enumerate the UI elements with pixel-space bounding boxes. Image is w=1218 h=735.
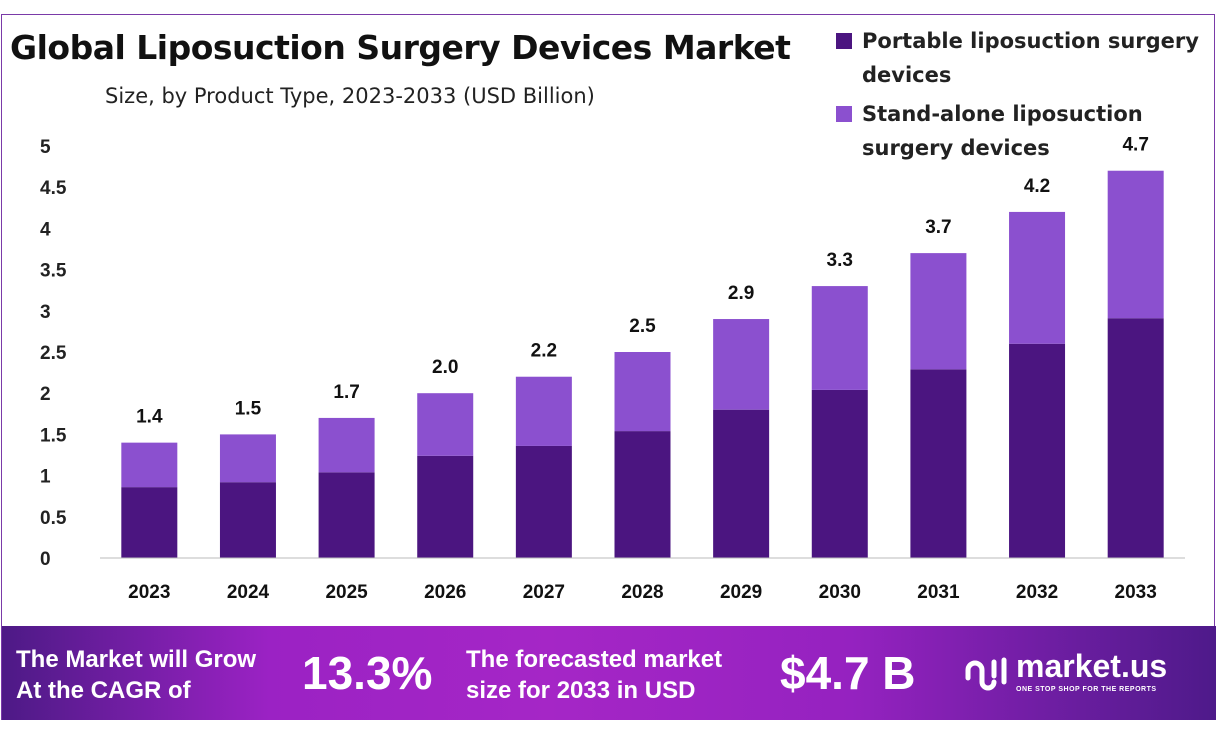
cagr-text-line: The Market will Grow [16, 646, 257, 673]
data-label: 2.5 [629, 316, 656, 337]
logo-name: market.us [1016, 648, 1168, 684]
y-tick-label: 2.5 [40, 343, 67, 364]
bar-segment-portable [811, 389, 868, 558]
chart-subtitle: Size, by Product Type, 2023-2033 (USD Bi… [105, 84, 595, 108]
data-label: 3.7 [925, 217, 951, 238]
logo-icon [965, 657, 1007, 691]
legend-item-standalone: Stand-alone liposuction surgery devices [836, 97, 1206, 165]
bar-segment-portable [713, 409, 770, 558]
y-tick-label: 1.5 [40, 425, 67, 446]
data-label: 4.7 [1122, 135, 1148, 156]
y-tick-label: 2 [40, 384, 51, 405]
forecast-text-line: size for 2033 in USD [466, 677, 696, 704]
bar-segment-standalone [811, 286, 868, 390]
x-tick-label: 2029 [720, 582, 762, 603]
y-tick-label: 3.5 [40, 261, 67, 282]
x-tick-label: 2026 [424, 582, 466, 603]
bar-segment-portable [910, 369, 967, 558]
forecast-text: The forecasted market size for 2033 in U… [466, 644, 722, 706]
y-tick-label: 5 [40, 137, 51, 158]
bar-segment-portable [318, 472, 375, 558]
data-label: 2.0 [432, 357, 458, 378]
y-tick-label: 0 [40, 549, 51, 570]
bar-segment-standalone [121, 442, 178, 488]
x-tick-label: 2030 [819, 582, 861, 603]
data-label: 1.7 [333, 382, 359, 403]
bar-segment-standalone [219, 434, 276, 483]
bar-segment-standalone [318, 417, 375, 473]
data-label: 3.3 [827, 250, 853, 271]
bar-segment-portable [515, 445, 572, 558]
y-tick-label: 4 [40, 219, 51, 240]
bar-segment-standalone [713, 319, 770, 410]
bar-segment-portable [1107, 318, 1164, 558]
y-tick-label: 1 [40, 467, 51, 488]
bar-segment-standalone [515, 376, 572, 446]
bar-segment-standalone [1107, 170, 1164, 319]
bar-segment-portable [121, 487, 178, 558]
x-tick-label: 2031 [917, 582, 960, 603]
bar-segment-portable [219, 482, 276, 558]
data-label: 1.4 [136, 407, 163, 428]
x-tick-label: 2023 [128, 582, 170, 603]
x-tick-label: 2028 [621, 582, 663, 603]
x-tick-label: 2024 [227, 582, 270, 603]
data-label: 2.9 [728, 283, 754, 304]
legend-item-portable: Portable liposuction surgery devices [836, 24, 1206, 92]
bar-segment-standalone [910, 253, 967, 370]
chart-title: Global Liposuction Surgery Devices Marke… [10, 28, 791, 67]
legend-swatch [836, 106, 852, 122]
cagr-value: 13.3% [302, 647, 433, 699]
x-tick-label: 2033 [1115, 582, 1157, 603]
bar-segment-portable [614, 431, 671, 558]
logo-tagline: ONE STOP SHOP FOR THE REPORTS [1016, 686, 1157, 693]
data-label: 4.2 [1024, 176, 1050, 197]
forecast-value: $4.7 B [780, 647, 916, 699]
legend-label: Stand-alone liposuction surgery devices [862, 102, 1143, 160]
bar-segment-portable [1009, 343, 1066, 558]
data-label: 1.5 [235, 398, 262, 419]
y-tick-label: 0.5 [40, 508, 67, 529]
y-tick-label: 3 [40, 302, 51, 323]
x-tick-label: 2032 [1016, 582, 1058, 603]
cagr-text-line: At the CAGR of [16, 677, 191, 704]
legend-label: Portable liposuction surgery devices [862, 29, 1199, 87]
x-tick-label: 2027 [523, 582, 565, 603]
cagr-text: The Market will Grow At the CAGR of [16, 644, 256, 706]
market-us-logo: market.us ONE STOP SHOP FOR THE REPORTS [964, 648, 1167, 697]
bar-segment-standalone [417, 393, 474, 456]
legend-swatch [836, 33, 852, 49]
forecast-text-line: The forecasted market [466, 646, 723, 673]
bar-segment-portable [417, 455, 474, 558]
bar-segment-standalone [1009, 211, 1066, 344]
bar-segment-standalone [614, 352, 671, 432]
summary-banner: The Market will Grow At the CAGR of 13.3… [2, 626, 1216, 720]
x-tick-label: 2025 [325, 582, 368, 603]
bar-chart: 0 0.5 1 1.5 2 2.5 3 3.5 4 4.5 5 1.4 2023 1.5 2024 1.7 20… [40, 135, 1185, 603]
y-tick-label: 4.5 [40, 178, 67, 199]
data-label: 2.2 [531, 341, 557, 362]
